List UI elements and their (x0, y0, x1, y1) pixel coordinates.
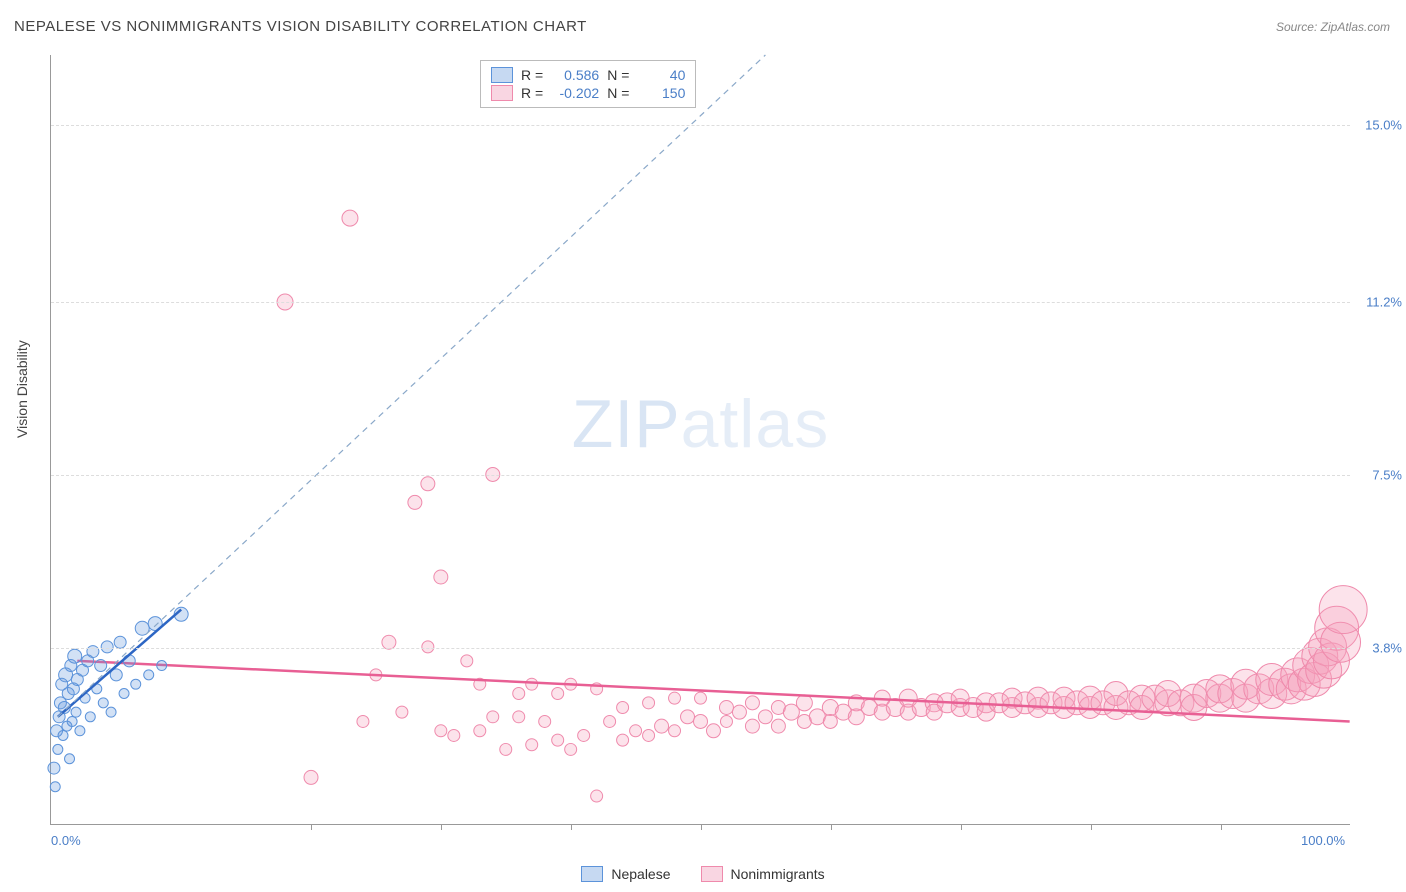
chart-title: NEPALESE VS NONIMMIGRANTS VISION DISABIL… (14, 18, 587, 35)
x-tick-mark (1091, 824, 1092, 830)
r-value-nonimm: -0.202 (551, 85, 599, 101)
y-axis-label: Vision Disability (14, 340, 30, 438)
n-label: N = (607, 67, 629, 83)
gridline-h (51, 648, 1350, 649)
r-value-nepalese: 0.586 (551, 67, 599, 83)
legend-stats: R = 0.586 N = 40 R = -0.202 N = 150 (480, 60, 696, 108)
swatch-nepalese (581, 866, 603, 882)
r-label: R = (521, 85, 543, 101)
swatch-nonimmigrants (491, 85, 513, 101)
y-tick-label: 11.2% (1366, 295, 1402, 310)
legend-item-nonimmigrants: Nonimmigrants (701, 866, 825, 882)
legend-label-nepalese: Nepalese (611, 866, 670, 882)
source-attribution: Source: ZipAtlas.com (1276, 20, 1390, 34)
gridline-h (51, 475, 1350, 476)
legend-label-nonimmigrants: Nonimmigrants (731, 866, 825, 882)
y-tick-label: 3.8% (1372, 640, 1402, 655)
swatch-nonimmigrants (701, 866, 723, 882)
x-tick-label: 100.0% (1301, 833, 1345, 848)
x-tick-mark (1221, 824, 1222, 830)
gridline-h (51, 125, 1350, 126)
x-tick-mark (831, 824, 832, 830)
x-tick-mark (441, 824, 442, 830)
scatter-svg (51, 55, 1350, 824)
legend-bottom: Nepalese Nonimmigrants (0, 866, 1406, 882)
y-tick-label: 15.0% (1365, 118, 1402, 133)
gridline-h (51, 302, 1350, 303)
n-value-nonimm: 150 (637, 85, 685, 101)
x-tick-mark (701, 824, 702, 830)
legend-stats-row-nonimm: R = -0.202 N = 150 (491, 84, 685, 102)
legend-stats-row-nepalese: R = 0.586 N = 40 (491, 66, 685, 84)
n-value-nepalese: 40 (637, 67, 685, 83)
legend-item-nepalese: Nepalese (581, 866, 670, 882)
x-tick-mark (961, 824, 962, 830)
n-label: N = (607, 85, 629, 101)
x-tick-mark (571, 824, 572, 830)
plot-area: ZIPatlas 3.8%7.5%11.2%15.0%0.0%100.0% (50, 55, 1350, 825)
x-tick-label: 0.0% (51, 833, 81, 848)
r-label: R = (521, 67, 543, 83)
x-tick-mark (311, 824, 312, 830)
swatch-nepalese (491, 67, 513, 83)
y-tick-label: 7.5% (1372, 468, 1402, 483)
